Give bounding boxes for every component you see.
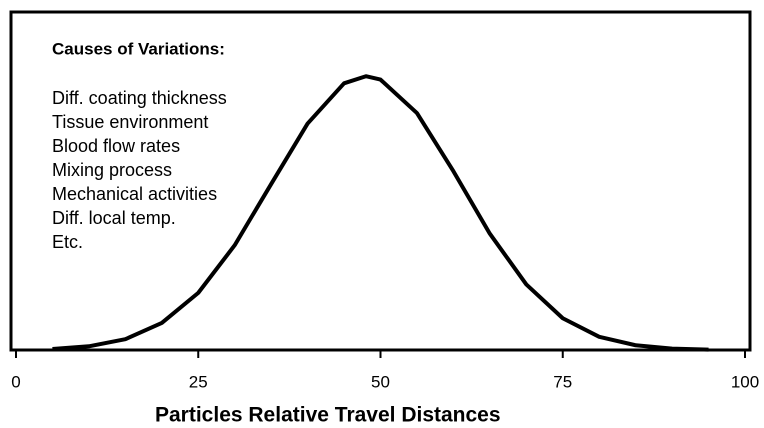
annotation-item: Diff. coating thickness [52,88,227,108]
x-tick-label: 75 [553,372,572,391]
annotation-item: Blood flow rates [52,136,180,156]
x-tick-label: 0 [11,372,20,391]
annotation-title: Causes of Variations: [52,39,225,58]
frame [9,10,752,352]
x-tick-label: 50 [371,372,390,391]
x-tick-label: 100 [731,372,759,391]
curve [52,74,709,352]
x-axis-label: Particles Relative Travel Distances [155,404,501,427]
x-tick-label: 25 [189,372,208,391]
annotation-item: Tissue environment [52,112,208,132]
annotation-item: Etc. [52,232,83,252]
annotation-item: Mechanical activities [52,184,217,204]
annotation-item: Mixing process [52,160,172,180]
annotation-item: Diff. local temp. [52,208,176,228]
